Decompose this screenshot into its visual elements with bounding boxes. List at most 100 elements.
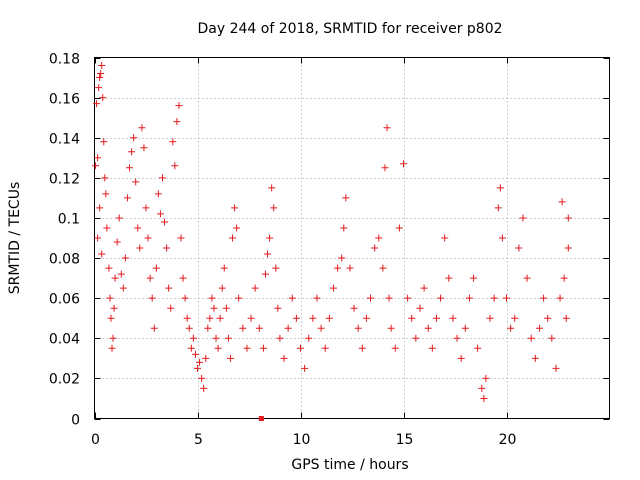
data-point xyxy=(535,324,543,332)
data-point xyxy=(220,264,228,272)
data-point xyxy=(350,304,358,312)
data-point xyxy=(558,198,566,206)
data-point xyxy=(259,344,267,352)
y-tick-label: 0 xyxy=(71,413,80,429)
y-axis: 0 0.02 0.04 0.06 0.08 0.1 0.12 0.14 0.16 0.18 xyxy=(49,52,610,429)
data-point xyxy=(367,294,375,302)
data-point xyxy=(208,294,216,302)
data-point xyxy=(110,304,118,312)
data-point xyxy=(274,304,282,312)
data-point xyxy=(498,234,506,242)
outlier-point xyxy=(258,416,264,421)
data-point xyxy=(449,314,457,322)
data-point xyxy=(185,324,193,332)
data-point xyxy=(98,250,106,258)
data-point xyxy=(113,238,121,246)
data-point xyxy=(338,254,346,262)
data-point xyxy=(96,204,104,212)
data-point xyxy=(340,224,348,232)
data-point xyxy=(165,284,173,292)
data-point xyxy=(266,234,274,242)
y-axis-title: SRMTID / TECUs xyxy=(7,182,23,295)
y-tick-label: 0.12 xyxy=(49,172,80,188)
y-tick-label: 0.02 xyxy=(49,372,80,388)
data-point xyxy=(313,294,321,302)
data-point xyxy=(412,334,420,342)
data-point xyxy=(99,94,107,102)
data-point xyxy=(156,210,164,218)
data-point xyxy=(362,314,370,322)
data-point xyxy=(222,304,230,312)
x-axis-title: GPS time / hours xyxy=(291,457,408,473)
data-point xyxy=(142,204,150,212)
data-point xyxy=(395,224,403,232)
data-point xyxy=(108,344,116,352)
data-point xyxy=(102,190,110,198)
data-point xyxy=(243,344,251,352)
data-point xyxy=(94,154,102,162)
data-point xyxy=(564,214,572,222)
data-point xyxy=(214,344,222,352)
data-point xyxy=(465,294,473,302)
data-point xyxy=(144,234,152,242)
data-point xyxy=(212,334,220,342)
data-point xyxy=(428,344,436,352)
x-tick-label: 20 xyxy=(499,432,517,448)
data-point xyxy=(562,314,570,322)
data-point xyxy=(121,254,129,262)
data-point xyxy=(128,148,136,156)
data-point xyxy=(474,344,482,352)
data-point xyxy=(150,324,158,332)
data-point xyxy=(187,344,195,352)
data-point xyxy=(305,334,313,342)
y-tick-label: 0.08 xyxy=(49,252,80,268)
data-point xyxy=(329,284,337,292)
data-point xyxy=(325,314,333,322)
data-point xyxy=(161,218,169,226)
data-point xyxy=(383,124,391,132)
data-point xyxy=(470,274,478,282)
data-point xyxy=(191,350,199,358)
data-point xyxy=(134,224,142,232)
data-point xyxy=(167,304,175,312)
data-point xyxy=(109,334,117,342)
data-point xyxy=(226,354,234,362)
plot-frame xyxy=(94,57,610,419)
data-point xyxy=(503,294,510,302)
data-point xyxy=(317,324,325,332)
data-point xyxy=(280,354,288,362)
data-point xyxy=(375,234,383,242)
data-point xyxy=(98,62,106,70)
data-point xyxy=(478,384,486,392)
data-point xyxy=(202,354,210,362)
data-point xyxy=(181,294,189,302)
data-point xyxy=(527,334,535,342)
data-point xyxy=(494,204,502,212)
data-point xyxy=(342,194,350,202)
x-axis: 0 5 10 15 20 xyxy=(91,57,517,448)
data-point xyxy=(204,324,212,332)
data-point xyxy=(233,224,241,232)
data-point xyxy=(564,244,572,252)
data-point xyxy=(146,274,154,282)
data-point xyxy=(101,174,109,182)
data-point xyxy=(97,70,105,78)
data-point xyxy=(540,294,548,302)
data-point xyxy=(346,264,354,272)
data-point xyxy=(381,164,389,172)
data-point xyxy=(268,184,276,192)
data-point xyxy=(179,274,187,282)
y-tick-label: 0.1 xyxy=(58,212,80,228)
y-tick-label: 0.04 xyxy=(49,332,80,348)
data-point xyxy=(560,274,568,282)
data-point xyxy=(115,214,123,222)
data-point xyxy=(198,374,206,382)
data-point xyxy=(301,364,309,372)
data-point xyxy=(354,324,362,332)
data-point xyxy=(432,314,440,322)
data-point xyxy=(420,284,428,292)
data-point xyxy=(169,138,177,146)
x-tick-label: 0 xyxy=(91,432,100,448)
data-point xyxy=(123,194,131,202)
data-point xyxy=(276,334,284,342)
